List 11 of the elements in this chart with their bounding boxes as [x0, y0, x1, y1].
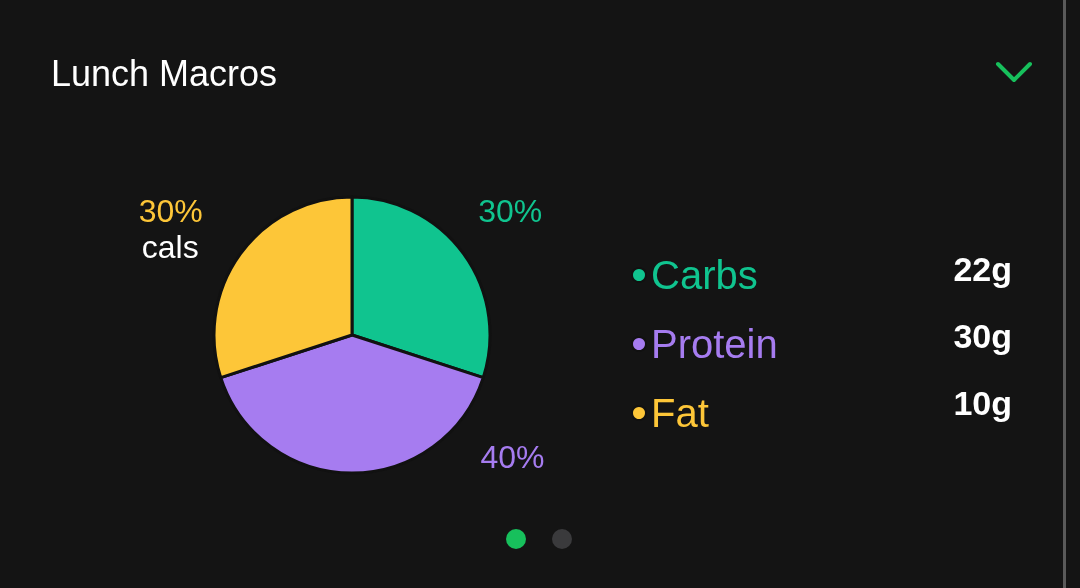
legend-label: Fat [651, 391, 709, 435]
chart-title: Lunch Macros [51, 52, 278, 94]
text: 30g [953, 317, 1012, 355]
legend-label: Carbs [651, 253, 758, 297]
text: cals [141, 228, 199, 265]
text: 10g [953, 384, 1012, 422]
text: 22g [953, 250, 1012, 288]
data-label: 30% [138, 192, 203, 229]
data-label: 40% [480, 439, 545, 476]
data-label: 30% [478, 192, 543, 229]
legend-label: Protein [651, 322, 778, 366]
